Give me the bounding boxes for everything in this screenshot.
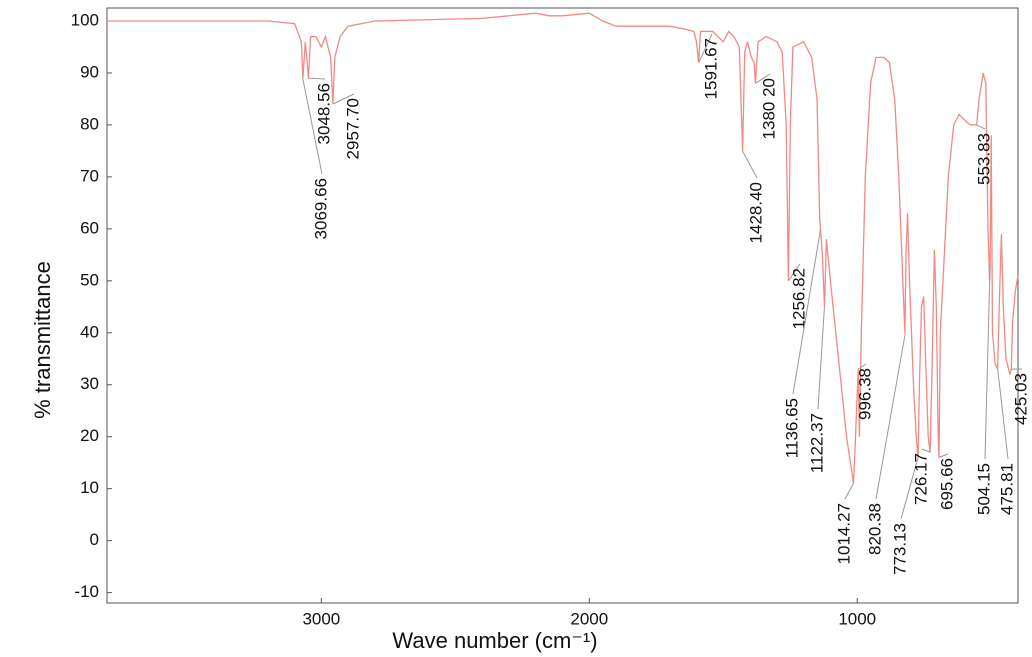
y-tick-label: 60 [80,218,99,237]
peak-leader [844,483,854,500]
peak-leader [332,93,355,105]
peak-leader [857,363,867,370]
peak-label: 475.81 [997,463,1016,515]
peak-leader [938,453,949,458]
x-axis-label: Wave number (cm⁻¹) [392,628,597,653]
peak-leader [302,78,323,175]
peak-label: 3069.66 [311,178,330,239]
x-tick-label: 1000 [838,609,876,628]
peak-label: 504.15 [974,463,993,515]
peak-leader [788,263,801,282]
peak-leader [875,332,906,500]
peak-label: 1380 20 [759,78,778,139]
y-tick-label: 40 [80,322,99,341]
plot-frame [106,7,1019,604]
peak-label: 695.66 [937,458,956,510]
peak-leader [984,265,991,460]
peak-leader [921,448,931,453]
y-tick-label: 70 [80,166,99,185]
peak-label: 425.03 [1011,373,1030,425]
peak-label: 773.13 [890,523,909,575]
peak-leader [698,33,713,63]
y-tick-label: 30 [80,374,99,393]
peak-leader [792,228,822,395]
peak-leader [817,306,825,410]
peak-label: 3048.56 [314,83,333,144]
peak-label: 553.83 [974,133,993,185]
y-tick-label: 80 [80,114,99,133]
y-tick-label: 90 [80,62,99,81]
peak-label: 820.38 [865,503,884,555]
peak-leader [900,457,919,520]
y-tick-label: 100 [71,10,99,29]
peak-label: 1014.27 [834,503,853,564]
y-tick-label: -10 [74,582,99,601]
peak-leader [976,124,986,130]
y-tick-label: 20 [80,426,99,445]
peak-leader [308,77,326,80]
peak-label: 1428.40 [746,182,765,243]
peak-label: 2957.70 [343,98,362,159]
peak-leader [742,150,758,179]
peak-leader [755,73,771,84]
peak-label: 1256.82 [789,268,808,329]
y-axis-label: % transmittance [30,261,55,419]
peak-label: 1591.67 [701,38,720,99]
x-tick-label: 3000 [302,609,340,628]
y-tick-label: 50 [80,270,99,289]
peak-label: 1136.65 [782,398,801,458]
peak-label: 1122.37 [807,413,826,473]
spectrum-line [107,12,1019,484]
peak-label: 726.17 [911,453,930,505]
peak-label: 996.38 [855,368,874,420]
y-tick-label: 0 [90,530,99,549]
peak-leader [997,369,1009,460]
x-tick-label: 2000 [570,609,608,628]
y-tick-label: 10 [80,478,99,497]
